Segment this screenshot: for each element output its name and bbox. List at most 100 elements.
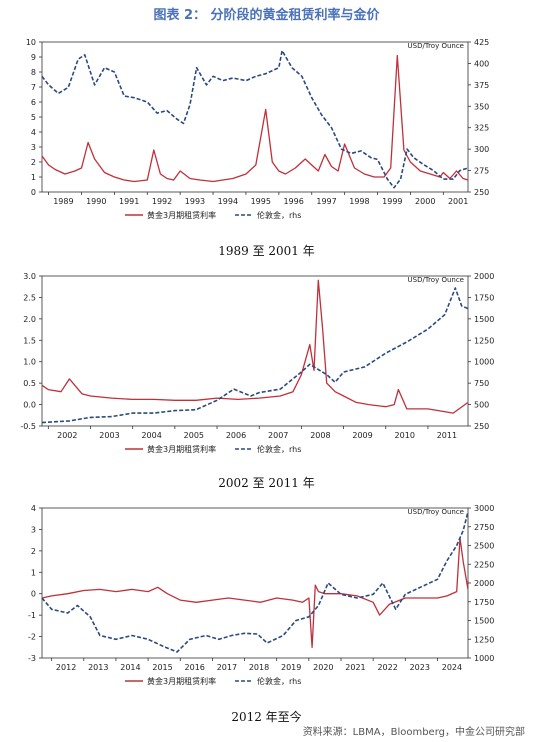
y-left-tick-label: 3.0 — [23, 272, 36, 281]
y-right-tick-label: 1750 — [474, 293, 494, 302]
y-left-tick-label: 3 — [31, 143, 36, 152]
y-left-tick-label: -0.5 — [20, 422, 36, 431]
figure-title: 图表 2： 分阶段的黄金租赁利率与金价 — [153, 8, 380, 23]
x-tick-label: 2023 — [410, 663, 430, 672]
x-tick-label: 2015 — [152, 663, 172, 672]
legend-label-lease-rate: 黄金3月期租赁利率 — [147, 676, 216, 686]
x-tick-label: 1989 — [53, 197, 73, 206]
chart-svg: -3 -2 -1 0 1 2 3 4 1000 1250 1500 1750 2000 2250 2500 2… — [28, 504, 494, 686]
rhs-unit-label: USD/Troy Ounce — [408, 508, 464, 516]
x-tick-label: 2005 — [184, 431, 204, 440]
x-tick-label: 2009 — [352, 431, 372, 440]
y-left-tick-label: 1 — [31, 173, 36, 182]
y-right-tick-label: 375 — [474, 81, 489, 90]
y-left-tick-label: 2 — [31, 158, 36, 167]
y-right-tick-label: 3000 — [474, 504, 494, 513]
y-left-tick-label: 1.0 — [23, 358, 36, 367]
x-tick-label: 2008 — [310, 431, 330, 440]
y-right-tick-label: 2500 — [474, 542, 494, 551]
y-right-tick-label: 325 — [474, 124, 489, 133]
y-right-tick-label: 1000 — [474, 358, 494, 367]
legend-label-gold: 伦敦金，rhs — [257, 444, 301, 454]
x-tick-label: 1992 — [152, 197, 172, 206]
y-right-tick-label: 1000 — [474, 654, 494, 663]
legend: 黄金3月期租赁利率 伦敦金，rhs — [125, 676, 301, 686]
y-left-tick-label: 1.5 — [23, 336, 36, 345]
x-tick-label: 2024 — [442, 663, 462, 672]
chart-svg: 0 1 2 3 4 5 6 7 8 9 10 250 275 300 325 350 375 400 425 USD/… — [26, 38, 489, 220]
chart-svg: -0.5 0.0 0.5 1.0 1.5 2.0 2.5 3.0 250 500 750 1000 12… — [20, 272, 494, 454]
x-tick-label: 2013 — [88, 663, 108, 672]
y-right-tick-label: 400 — [474, 59, 489, 68]
y-left-tick-label: 6 — [31, 98, 36, 107]
series-gold-price-line — [41, 511, 469, 653]
y-right-tick-label: 500 — [474, 401, 489, 410]
y-left-tick-label: 2 — [31, 547, 36, 556]
y-right-tick-label: 2250 — [474, 560, 494, 569]
y-right-tick-label: 300 — [474, 145, 489, 154]
series-lease-rate-line — [41, 279, 469, 414]
y-right-tick-label: 1250 — [474, 635, 494, 644]
y-left-tick-label: 8 — [31, 68, 36, 77]
legend-label-lease-rate: 黄金3月期租赁利率 — [147, 444, 216, 454]
series-gold-price-line — [41, 287, 469, 424]
legend-label-gold: 伦敦金，rhs — [257, 210, 301, 220]
x-tick-label: 1991 — [119, 197, 139, 206]
y-left-tick-label: 4 — [31, 128, 36, 137]
y-right-tick-label: 250 — [474, 422, 489, 431]
x-tick-label: 2010 — [395, 431, 415, 440]
y-left-tick-label: 0.5 — [23, 379, 36, 388]
plot-frame — [41, 507, 469, 659]
x-tick-label: 2014 — [120, 663, 140, 672]
y-right-tick-label: 750 — [474, 379, 489, 388]
x-tick-label: 1996 — [283, 197, 303, 206]
x-tick-label: 2006 — [226, 431, 246, 440]
series-lease-rate-line — [41, 537, 469, 648]
x-tick-label: 2017 — [217, 663, 237, 672]
y-left-tick-label: -2 — [28, 633, 36, 642]
y-left-tick-label: 9 — [31, 53, 36, 62]
y-left-tick-label: 0 — [31, 188, 36, 197]
x-tick-label: 2003 — [99, 431, 119, 440]
y-left-tick-label: 2.5 — [23, 293, 36, 302]
y-right-tick-label: 1500 — [474, 617, 494, 626]
legend-label-gold: 伦敦金，rhs — [257, 676, 301, 686]
x-tick-label: 2019 — [281, 663, 301, 672]
chart-caption-2002-2011: 2002 至 2011 年 — [218, 476, 315, 490]
x-tick-label: 2021 — [345, 663, 365, 672]
x-tick-label: 2004 — [141, 431, 161, 440]
x-tick-label: 2022 — [377, 663, 397, 672]
y-left-tick-label: -3 — [28, 654, 36, 663]
chart-panel-2012-now: -3 -2 -1 0 1 2 3 4 1000 1250 1500 1750 2000 2250 2500 2… — [0, 500, 533, 696]
y-right-tick-label: 250 — [474, 188, 489, 197]
y-left-tick-label: 0.0 — [23, 401, 36, 410]
plot-frame — [41, 275, 469, 427]
y-right-tick-label: 2000 — [474, 272, 494, 281]
rhs-unit-label: USD/Troy Ounce — [408, 276, 464, 284]
y-right-tick-label: 2750 — [474, 523, 494, 532]
x-tick-label: 1994 — [218, 197, 238, 206]
y-left-tick-label: 0 — [31, 590, 36, 599]
series-lease-rate-line — [41, 54, 469, 183]
x-tick-label: 2001 — [448, 197, 468, 206]
legend: 黄金3月期租赁利率 伦敦金，rhs — [125, 444, 301, 454]
legend-label-lease-rate: 黄金3月期租赁利率 — [147, 210, 216, 220]
y-left-tick-label: 2.0 — [23, 315, 36, 324]
plot-frame — [41, 41, 469, 193]
x-tick-label: 1993 — [185, 197, 205, 206]
x-tick-label: 2000 — [415, 197, 435, 206]
y-left-tick-label: 10 — [26, 38, 36, 47]
y-right-tick-label: 350 — [474, 102, 489, 111]
y-left-tick-label: 1 — [31, 568, 36, 577]
x-tick-label: 2020 — [313, 663, 333, 672]
y-right-tick-label: 275 — [474, 167, 489, 176]
rhs-unit-label: USD/Troy Ounce — [408, 42, 464, 50]
x-tick-label: 2018 — [249, 663, 269, 672]
series-gold-price-line — [41, 49, 469, 189]
y-left-tick-label: -1 — [28, 611, 36, 620]
y-left-tick-label: 7 — [31, 83, 36, 92]
chart-caption-1989-2001: 1989 至 2001 年 — [218, 244, 315, 258]
chart-panel-1989-2001: 0 1 2 3 4 5 6 7 8 9 10 250 275 300 325 350 375 400 425 USD/… — [0, 34, 533, 232]
x-tick-label: 1998 — [349, 197, 369, 206]
x-tick-label: 2012 — [56, 663, 76, 672]
